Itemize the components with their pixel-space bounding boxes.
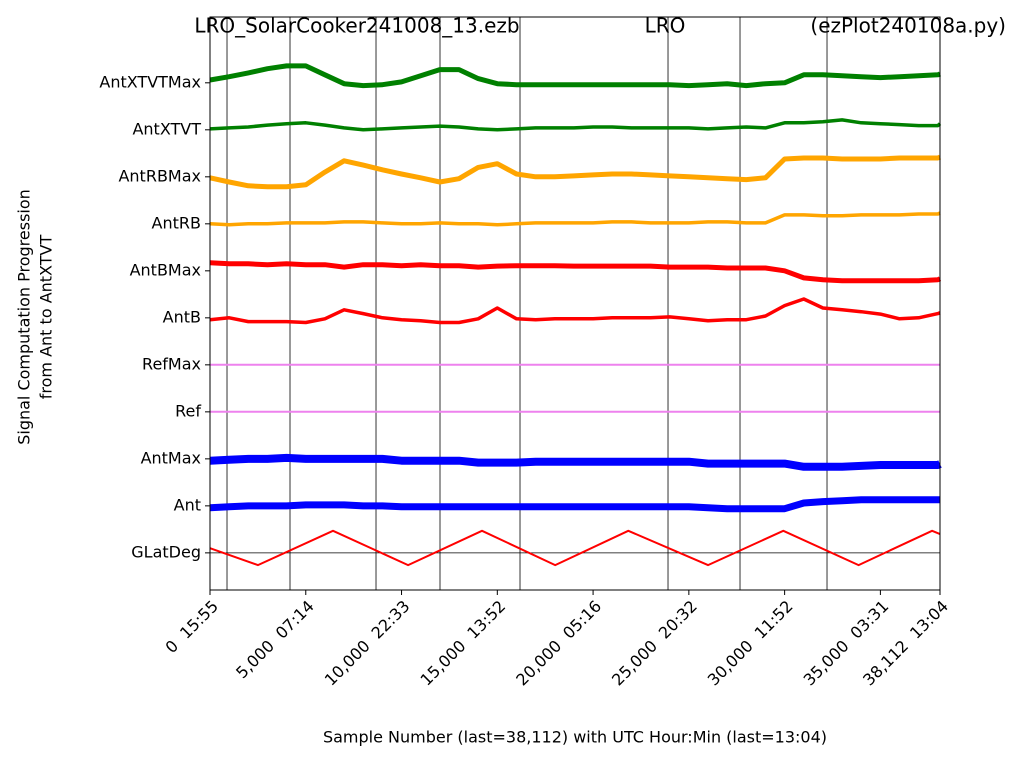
series-line bbox=[209, 154, 941, 190]
y-tick-label: AntBMax bbox=[130, 260, 201, 279]
x-tick-label: 15,000 13:52 bbox=[417, 597, 510, 690]
y-axis-label: from Ant to AntXTVT bbox=[37, 235, 56, 400]
x-tick-label: 30,000 11:52 bbox=[704, 597, 797, 690]
series-line bbox=[209, 63, 941, 89]
y-tick-label: AntMax bbox=[141, 448, 201, 467]
y-tick-label: Ant bbox=[174, 495, 201, 514]
x-axis-label: Sample Number (last=38,112) with UTC Hou… bbox=[323, 728, 827, 747]
x-tick-label: 5,000 07:14 bbox=[232, 597, 318, 683]
x-tick-label: 20,000 05:16 bbox=[512, 597, 605, 690]
x-tick-label: 0 15:55 bbox=[162, 597, 222, 657]
y-tick-label: RefMax bbox=[142, 354, 201, 373]
y-tick-label: AntB bbox=[163, 307, 201, 326]
series-line bbox=[209, 297, 941, 325]
y-tick-label: AntXTVTMax bbox=[99, 72, 201, 91]
series-line bbox=[209, 211, 941, 227]
y-tick-label: AntRB bbox=[152, 213, 201, 232]
series-line bbox=[209, 453, 942, 471]
y-tick-label: Ref bbox=[175, 401, 201, 420]
y-axis-label: Signal Computation Progression bbox=[15, 189, 34, 445]
plot-frame bbox=[209, 16, 941, 591]
y-tick-label: AntXTVT bbox=[132, 119, 201, 138]
y-tick-label: AntRBMax bbox=[118, 166, 201, 185]
y-tick-label: GLatDeg bbox=[131, 542, 201, 561]
series-line bbox=[209, 260, 942, 284]
x-tick-label: 10,000 22:33 bbox=[321, 597, 414, 690]
series-line bbox=[209, 118, 942, 132]
series-line bbox=[209, 496, 942, 513]
series-line bbox=[209, 529, 941, 567]
x-tick-label: 25,000 20:32 bbox=[608, 597, 701, 690]
